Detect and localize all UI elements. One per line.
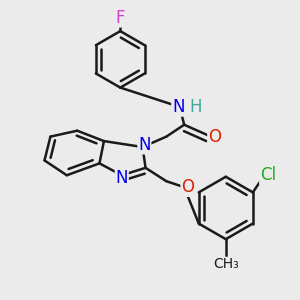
- Text: N: N: [172, 98, 184, 116]
- Text: Cl: Cl: [260, 166, 276, 184]
- Text: O: O: [181, 178, 194, 196]
- Text: N: N: [116, 169, 128, 187]
- Text: H: H: [189, 98, 202, 116]
- Text: N: N: [138, 136, 151, 154]
- Text: O: O: [208, 128, 221, 146]
- Text: CH₃: CH₃: [213, 257, 239, 272]
- Text: F: F: [116, 9, 125, 27]
